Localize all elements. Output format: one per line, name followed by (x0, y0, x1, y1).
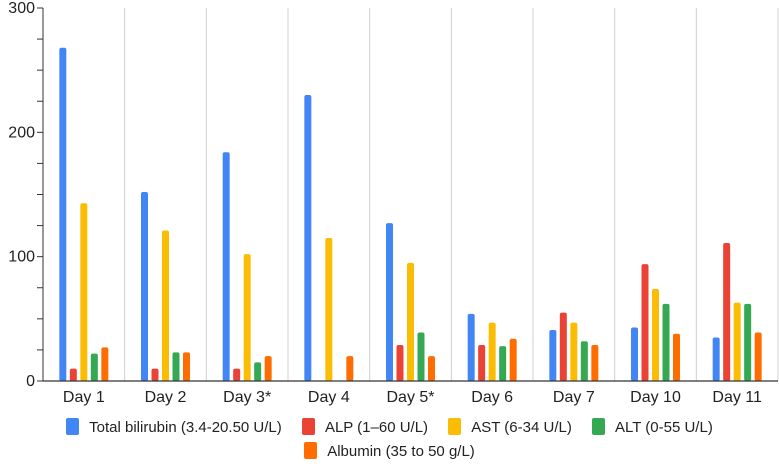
bar-albumin-8[interactable] (673, 333, 680, 381)
bar-alp-1[interactable] (69, 368, 77, 381)
bar-total-bilirubin-7[interactable] (549, 330, 557, 381)
bar-albumin-1[interactable] (101, 347, 109, 381)
x-tick-label: Day 10 (630, 389, 681, 406)
grid-layer (42, 8, 779, 381)
legend-label-total-bilirubin: Total bilirubin (3.4-20.50 U/L) (89, 419, 282, 436)
legend-item-albumin[interactable]: Albumin (35 to 50 g/L) (304, 440, 475, 464)
bar-alp-7[interactable] (559, 312, 567, 381)
bar-alt-2[interactable] (172, 352, 180, 381)
bar-total-bilirubin-4[interactable] (304, 95, 312, 382)
bar-ast-5[interactable] (407, 262, 414, 381)
bar-alp-6[interactable] (478, 344, 486, 381)
bar-albumin-5[interactable] (428, 356, 435, 381)
legend-item-ast[interactable]: AST (6-34 U/L) (448, 416, 572, 440)
legend-swatch-alt (592, 418, 605, 435)
bar-albumin-9[interactable] (754, 332, 762, 381)
bar-alt-1[interactable] (90, 353, 98, 381)
bar-albumin-6[interactable] (509, 338, 517, 381)
legend-swatch-total-bilirubin (66, 418, 80, 435)
bar-total-bilirubin-2[interactable] (141, 192, 148, 381)
bar-alp-3[interactable] (233, 368, 241, 381)
bar-ast-8[interactable] (652, 288, 659, 381)
x-tick-label: Day 11 (712, 389, 762, 406)
legend-swatch-alp (301, 418, 315, 435)
legend-label-ast: AST (6-34 U/L) (471, 419, 572, 436)
bar-total-bilirubin-3[interactable] (222, 152, 230, 381)
legend-swatch-albumin (304, 442, 318, 459)
legend-swatch-ast (448, 418, 462, 435)
x-tick-label: Day 6 (471, 389, 513, 406)
legend: Total bilirubin (3.4-20.50 U/L) ALP (1–6… (0, 416, 779, 464)
bar-albumin-7[interactable] (591, 344, 599, 381)
bar-ast-7[interactable] (570, 322, 578, 381)
bar-alp-9[interactable] (723, 242, 731, 381)
bar-alt-5[interactable] (417, 332, 425, 381)
bar-alp-8[interactable] (641, 264, 649, 381)
x-tick-label: Day 2 (145, 389, 187, 406)
bar-alt-9[interactable] (744, 303, 752, 381)
legend-item-alt[interactable]: ALT (0-55 U/L) (592, 416, 713, 440)
bar-alt-8[interactable] (662, 303, 670, 381)
x-tick-label: Day 5* (386, 389, 434, 406)
axis-layer: 0 100 200 300 Day 1 Day 2 Day 3* Day 4 Day 5* Day… (8, 0, 778, 406)
legend-item-alp[interactable]: ALP (1–60 U/L) (301, 416, 429, 440)
bar-albumin-3[interactable] (264, 356, 272, 381)
bar-alt-3[interactable] (254, 362, 262, 381)
legend-item-total-bilirubin[interactable]: Total bilirubin (3.4-20.50 U/L) (66, 416, 282, 440)
legend-row-1: Total bilirubin (3.4-20.50 U/L) ALP (1–6… (0, 416, 779, 440)
bar-total-bilirubin-9[interactable] (712, 337, 720, 381)
y-tick-label: 200 (8, 124, 35, 141)
bar-total-bilirubin-8[interactable] (631, 327, 638, 381)
bar-ast-6[interactable] (488, 322, 496, 381)
legend-label-alt: ALT (0-55 U/L) (615, 419, 713, 436)
bar-ast-4[interactable] (325, 238, 333, 381)
legend-label-albumin: Albumin (35 to 50 g/L) (327, 443, 475, 460)
bar-chart: 0 100 200 300 Day 1 Day 2 Day 3* Day 4 Day 5* Day… (8, 0, 779, 406)
bar-total-bilirubin-5[interactable] (386, 223, 393, 381)
bar-ast-2[interactable] (162, 230, 169, 381)
bar-alt-6[interactable] (499, 346, 507, 381)
legend-label-alp: ALP (1–60 U/L) (324, 419, 429, 436)
bar-total-bilirubin-1[interactable] (59, 47, 67, 381)
bar-total-bilirubin-6[interactable] (467, 313, 475, 381)
x-tick-label: Day 3* (223, 389, 271, 406)
bar-alt-7[interactable] (580, 341, 588, 381)
bar-ast-1[interactable] (80, 203, 88, 381)
bar-alp-5[interactable] (396, 344, 404, 381)
bar-layer (59, 47, 762, 382)
bar-ast-9[interactable] (733, 302, 741, 381)
x-tick-label: Day 7 (553, 389, 595, 406)
bar-alp-2[interactable] (151, 368, 159, 381)
legend-row-2: Albumin (35 to 50 g/L) (0, 440, 779, 464)
bar-ast-3[interactable] (243, 254, 251, 381)
x-tick-label: Day 1 (63, 389, 105, 406)
x-tick-label: Day 4 (308, 389, 350, 406)
y-tick-label: 0 (26, 373, 35, 390)
bar-albumin-4[interactable] (346, 356, 354, 381)
bar-albumin-2[interactable] (183, 352, 190, 381)
y-tick-label: 300 (8, 0, 35, 17)
y-tick-label: 100 (8, 249, 35, 266)
